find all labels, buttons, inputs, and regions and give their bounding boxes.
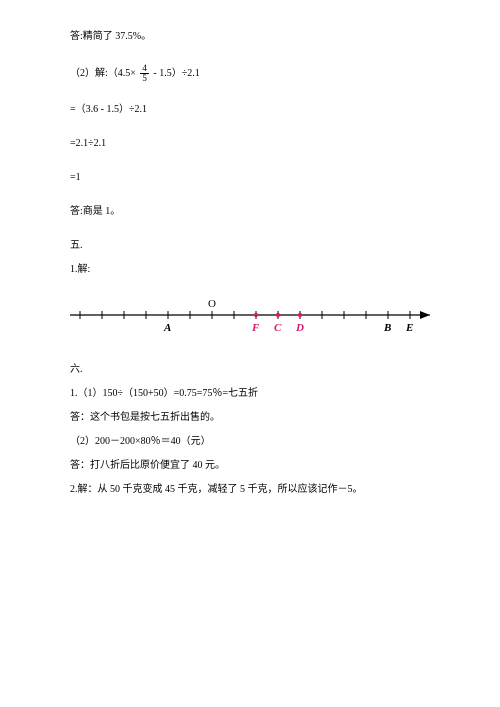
step1-pre: （2）解:（4.5× — [70, 68, 138, 79]
section-5-q1: 1.解: — [70, 263, 440, 277]
section-6-q1-step2: （2）200－200×80％＝40（元） — [70, 435, 440, 449]
axis-label-D: D — [295, 322, 304, 334]
step1-post: - 1.5）÷2.1 — [151, 68, 200, 79]
number-line-svg: O A F C D B E — [60, 295, 440, 345]
axis-label-C: C — [274, 322, 282, 334]
section-6-q2: 2.解：从 50 千克变成 45 千克，减轻了 5 千克，所以应该记作－5。 — [70, 483, 440, 497]
solution-2-step3: =2.1÷2.1 — [70, 137, 440, 151]
section-5-header: 五. — [70, 239, 440, 253]
axis-label-B: B — [383, 322, 391, 334]
svg-text:O: O — [208, 298, 216, 310]
solution-2-step1: （2）解:（4.5× 45 - 1.5）÷2.1 — [70, 64, 440, 83]
axis-label-F: F — [251, 322, 260, 334]
solution-2-step2: =（3.6 - 1.5）÷2.1 — [70, 103, 440, 117]
fraction-denominator: 5 — [140, 74, 149, 83]
section-6-header: 六. — [70, 363, 440, 377]
section-6-q1-ans1: 答：这个书包是按七五折出售的。 — [70, 411, 440, 425]
answer-previous: 答:精简了 37.5%。 — [70, 30, 440, 44]
fraction-four-fifths: 45 — [140, 64, 149, 83]
axis-label-E: E — [405, 322, 413, 334]
number-line-diagram: O A F C D B E — [60, 295, 440, 345]
section-6-q1-ans2: 答：打八折后比原价便宜了 40 元。 — [70, 459, 440, 473]
axis-label-A: A — [163, 322, 171, 334]
solution-2-answer: 答:商是 1。 — [70, 205, 440, 219]
section-6-q1-step1: 1.（1）150÷（150+50）=0.75=75％=七五折 — [70, 387, 440, 401]
solution-2-step4: =1 — [70, 171, 440, 185]
